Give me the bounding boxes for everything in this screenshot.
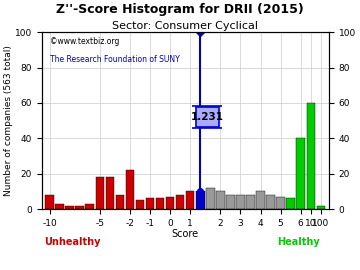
FancyBboxPatch shape bbox=[196, 107, 219, 127]
Bar bbox=[166, 197, 174, 209]
Text: Healthy: Healthy bbox=[277, 237, 320, 247]
Bar bbox=[85, 204, 94, 209]
Bar bbox=[256, 191, 265, 209]
Bar bbox=[206, 188, 215, 209]
Bar bbox=[287, 198, 295, 209]
Bar bbox=[297, 138, 305, 209]
Text: The Research Foundation of SUNY: The Research Foundation of SUNY bbox=[50, 55, 180, 64]
Bar bbox=[95, 177, 104, 209]
Bar bbox=[196, 191, 204, 209]
Bar bbox=[66, 205, 74, 209]
Bar bbox=[55, 204, 64, 209]
Bar bbox=[136, 200, 144, 209]
Bar bbox=[146, 198, 154, 209]
Text: ©www.textbiz.org: ©www.textbiz.org bbox=[50, 38, 120, 46]
Bar bbox=[276, 197, 285, 209]
Bar bbox=[76, 205, 84, 209]
Text: Unhealthy: Unhealthy bbox=[44, 237, 101, 247]
Bar bbox=[216, 191, 225, 209]
Bar bbox=[316, 205, 325, 209]
Bar bbox=[226, 195, 235, 209]
Bar bbox=[116, 195, 124, 209]
Bar bbox=[266, 195, 275, 209]
Bar bbox=[105, 177, 114, 209]
Bar bbox=[306, 103, 315, 209]
Bar bbox=[126, 170, 134, 209]
Text: Z''-Score Histogram for DRII (2015): Z''-Score Histogram for DRII (2015) bbox=[56, 3, 304, 16]
Bar bbox=[236, 195, 245, 209]
Bar bbox=[186, 191, 194, 209]
Title: Sector: Consumer Cyclical: Sector: Consumer Cyclical bbox=[112, 21, 258, 31]
Bar bbox=[45, 195, 54, 209]
Y-axis label: Number of companies (563 total): Number of companies (563 total) bbox=[4, 45, 13, 196]
Text: 1.231: 1.231 bbox=[191, 112, 224, 122]
X-axis label: Score: Score bbox=[172, 229, 199, 239]
Bar bbox=[176, 195, 184, 209]
Bar bbox=[246, 195, 255, 209]
Bar bbox=[156, 198, 165, 209]
